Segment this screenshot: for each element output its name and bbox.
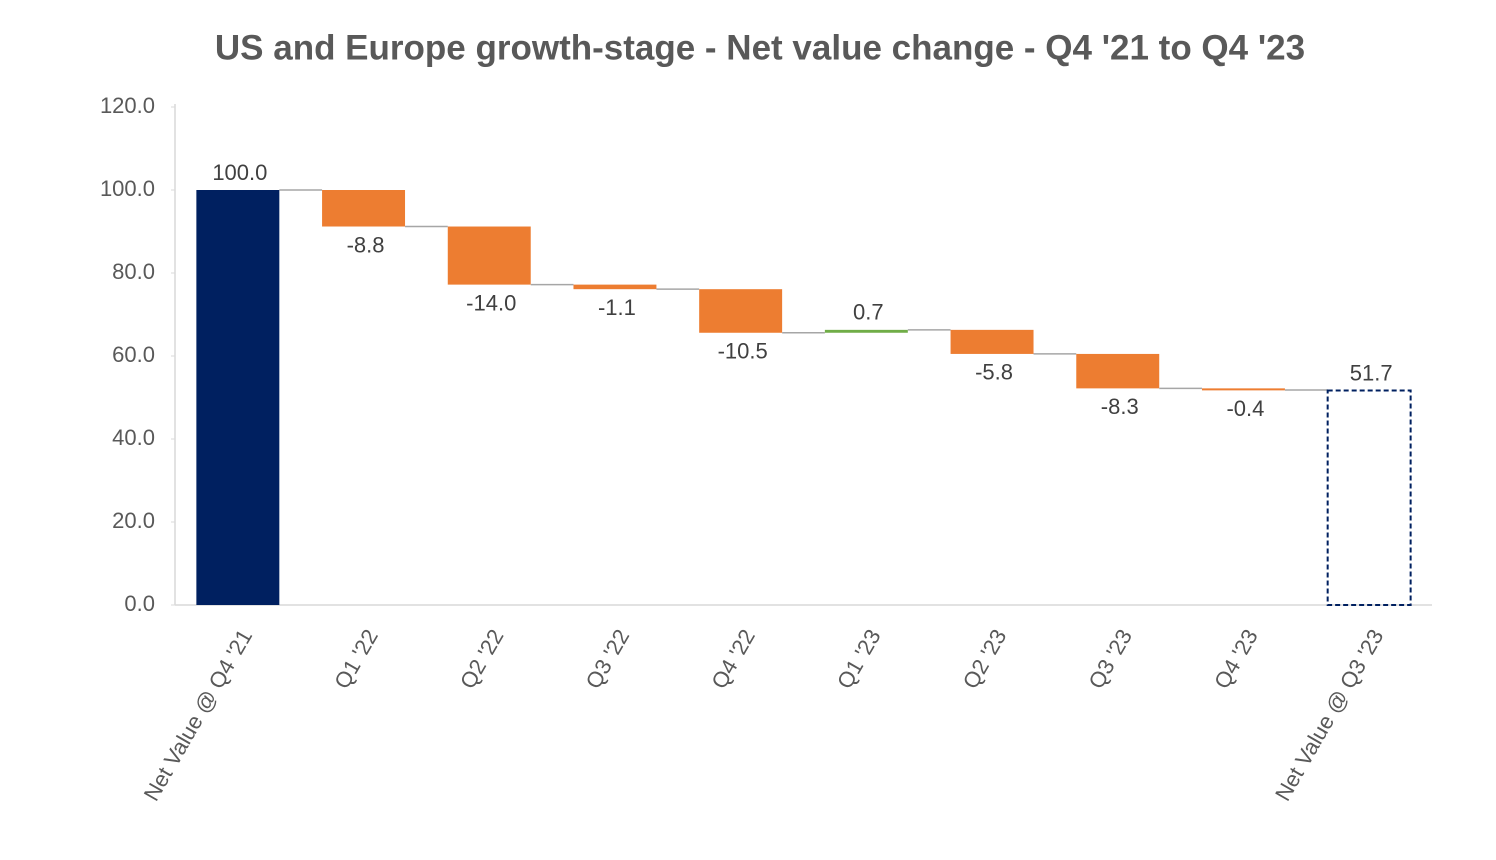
bar [1326,389,1412,606]
x-tick-label: Net Value @ Q3 '23 [1270,625,1388,805]
y-tick-label: 0.0 [124,591,155,616]
bar [824,329,908,333]
bar [1201,388,1285,391]
y-tick-label: 100.0 [100,176,155,201]
chart-title: US and Europe growth-stage - Net value c… [215,28,1305,67]
data-label: 0.7 [853,300,884,325]
y-tick-label: 80.0 [112,259,155,284]
data-label: -5.8 [975,360,1013,385]
bar [1076,353,1160,389]
bar [950,329,1034,354]
x-tick-label: Q3 '23 [1083,625,1137,693]
data-label: -10.5 [718,339,768,364]
data-label: -14.0 [466,290,516,315]
data-label: -0.4 [1226,396,1264,421]
data-label: -8.8 [347,232,385,257]
x-tick-label: Q1 '22 [329,625,383,693]
data-label: 100.0 [212,160,267,185]
x-tick-label: Net Value @ Q4 '21 [139,625,257,805]
x-tick-label: Q2 '23 [958,625,1012,693]
data-label: -8.3 [1101,394,1139,419]
bar [699,289,783,333]
data-label: 51.7 [1350,360,1393,385]
x-tick-label: Q4 '22 [706,625,760,693]
y-tick-label: 20.0 [112,508,155,533]
x-tick-label: Q2 '22 [455,625,509,693]
x-tick-label: Q4 '23 [1209,625,1263,693]
bar [196,190,280,605]
x-tick-label: Q1 '23 [832,625,886,693]
y-tick-label: 120.0 [100,93,155,118]
data-label: -1.1 [598,295,636,320]
bar [322,190,406,227]
y-tick-label: 40.0 [112,425,155,450]
y-tick-label: 60.0 [112,342,155,367]
x-tick-label: Q3 '22 [581,625,635,693]
bar [447,226,531,285]
bar [573,284,657,290]
